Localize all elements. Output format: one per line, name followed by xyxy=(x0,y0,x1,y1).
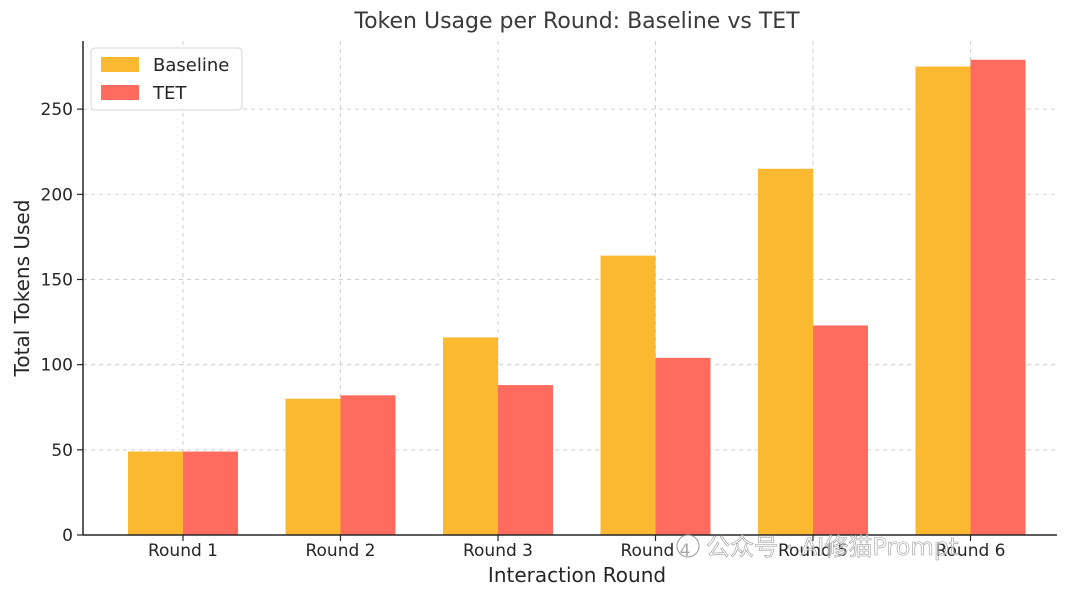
bar-tet-3 xyxy=(498,385,553,535)
x-tick-label: Round 2 xyxy=(305,541,375,561)
x-tick-label: Round 4 xyxy=(620,541,690,561)
x-tick-label: Round 3 xyxy=(463,541,533,561)
x-axis-label: Interaction Round xyxy=(488,563,666,587)
y-tick-label: 100 xyxy=(41,356,73,376)
legend-swatch-tet xyxy=(101,85,139,100)
bar-tet-4 xyxy=(655,357,711,535)
axes xyxy=(77,41,1057,541)
bar-baseline-3 xyxy=(443,337,498,535)
y-tick-label: 200 xyxy=(41,185,73,205)
y-axis-label: Total Tokens Used xyxy=(10,200,34,378)
legend: Baseline TET xyxy=(90,47,243,111)
chart-title: Token Usage per Round: Baseline vs TET xyxy=(353,9,800,34)
x-tick-label: Round 5 xyxy=(778,541,848,561)
x-tick-label: Round 6 xyxy=(935,541,1005,561)
legend-label-baseline: Baseline xyxy=(153,55,229,76)
watermark-text: 公众号 · AI修猫Prompt xyxy=(706,533,958,561)
y-tick-label: 0 xyxy=(62,526,73,546)
bar-tet-2 xyxy=(340,395,396,535)
y-tick-label: 50 xyxy=(51,441,73,461)
bar-baseline-4 xyxy=(600,255,656,536)
bar-tet-5 xyxy=(813,325,868,535)
bar-baseline-5 xyxy=(758,168,813,536)
bar-baseline-2 xyxy=(285,398,341,535)
bar-tet-6 xyxy=(970,59,1026,536)
legend-swatch-baseline xyxy=(101,57,139,72)
bar-baseline-6 xyxy=(915,66,971,535)
x-tick-label: Round 1 xyxy=(148,541,218,561)
bar-baseline-1 xyxy=(128,451,183,535)
legend-label-tet: TET xyxy=(152,83,187,104)
watermark: 公众号 · AI修猫Prompt xyxy=(676,533,959,561)
y-tick-label: 150 xyxy=(41,270,73,290)
wechat-icon xyxy=(676,534,700,558)
bars xyxy=(128,59,1026,536)
y-tick-label: 250 xyxy=(41,100,73,120)
bar-tet-1 xyxy=(183,451,238,535)
tick-labels: 0 50 100 150 200 250 Round 1 Round 2 Round 3 Roun… xyxy=(41,100,1006,561)
